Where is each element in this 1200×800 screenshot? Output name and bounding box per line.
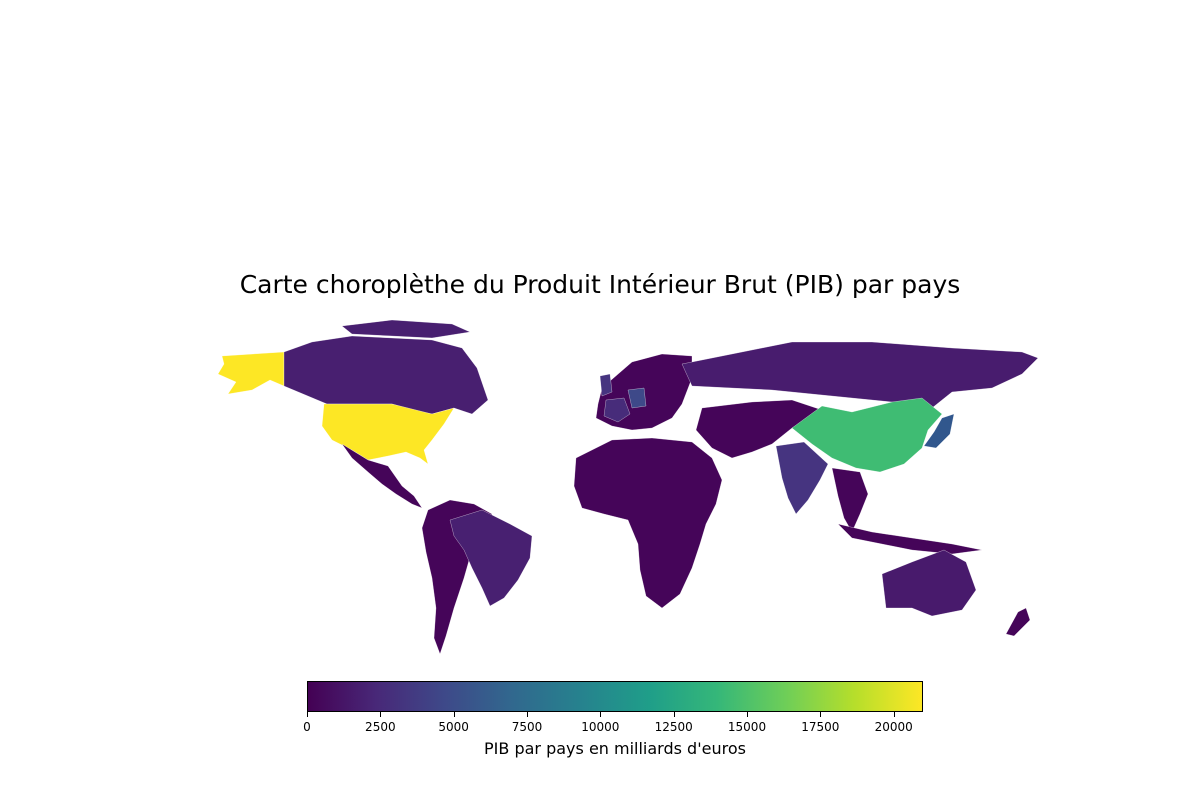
colorbar-tick-label: 2500 [365, 720, 396, 734]
colorbar-ticks: 0 2500 5000 7500 10000 12500 15000 17500 20000 [303, 712, 923, 742]
region-germany[interactable] [627, 387, 647, 409]
world-map [217, 319, 1038, 655]
region-greenland[interactable] [497, 338, 564, 382]
colorbar-tick [820, 712, 822, 717]
colorbar-tick-label: 17500 [801, 720, 840, 734]
region-canada-arctic[interactable] [341, 319, 471, 339]
colorbar-tick-label: 10000 [581, 720, 620, 734]
region-alaska[interactable] [217, 351, 285, 395]
region-russia[interactable] [681, 341, 1038, 409]
colorbar-tick [307, 712, 308, 717]
colorbar-tick-label: 5000 [438, 720, 469, 734]
region-brazil[interactable] [449, 509, 533, 607]
region-china[interactable] [791, 397, 943, 473]
colorbar-tick-label: 7500 [511, 720, 543, 734]
colorbar-label: PIB par pays en milliards d'euros [484, 739, 746, 758]
region-canada[interactable] [283, 335, 489, 415]
region-southeast-asia[interactable] [831, 467, 869, 533]
colorbar-tick-label: 20000 [874, 720, 913, 734]
colorbar-tick [380, 712, 382, 717]
region-central-asia[interactable] [695, 399, 823, 459]
colorbar-tick [600, 712, 602, 717]
colorbar-tick [747, 712, 748, 717]
colorbar [307, 681, 923, 712]
region-india[interactable] [775, 441, 829, 515]
region-uk[interactable] [599, 373, 613, 397]
colorbar-tick [453, 712, 455, 717]
region-japan[interactable] [923, 413, 955, 449]
colorbar-tick [527, 712, 528, 717]
colorbar-tick [673, 712, 675, 717]
region-new-zealand[interactable] [1005, 607, 1031, 637]
region-indonesia[interactable] [837, 523, 983, 555]
chart-title: Carte choroplèthe du Produit Intérieur B… [239, 270, 961, 299]
region-france[interactable] [603, 397, 631, 423]
colorbar-tick-label: 15000 [727, 720, 767, 734]
colorbar-tick-label: 0 [303, 720, 311, 734]
region-africa[interactable] [573, 437, 723, 609]
colorbar-tick-label: 12500 [654, 720, 693, 734]
region-australia[interactable] [881, 549, 977, 617]
region-usa[interactable] [321, 403, 455, 465]
region-mexico[interactable] [341, 443, 423, 509]
colorbar-tick [893, 712, 895, 717]
